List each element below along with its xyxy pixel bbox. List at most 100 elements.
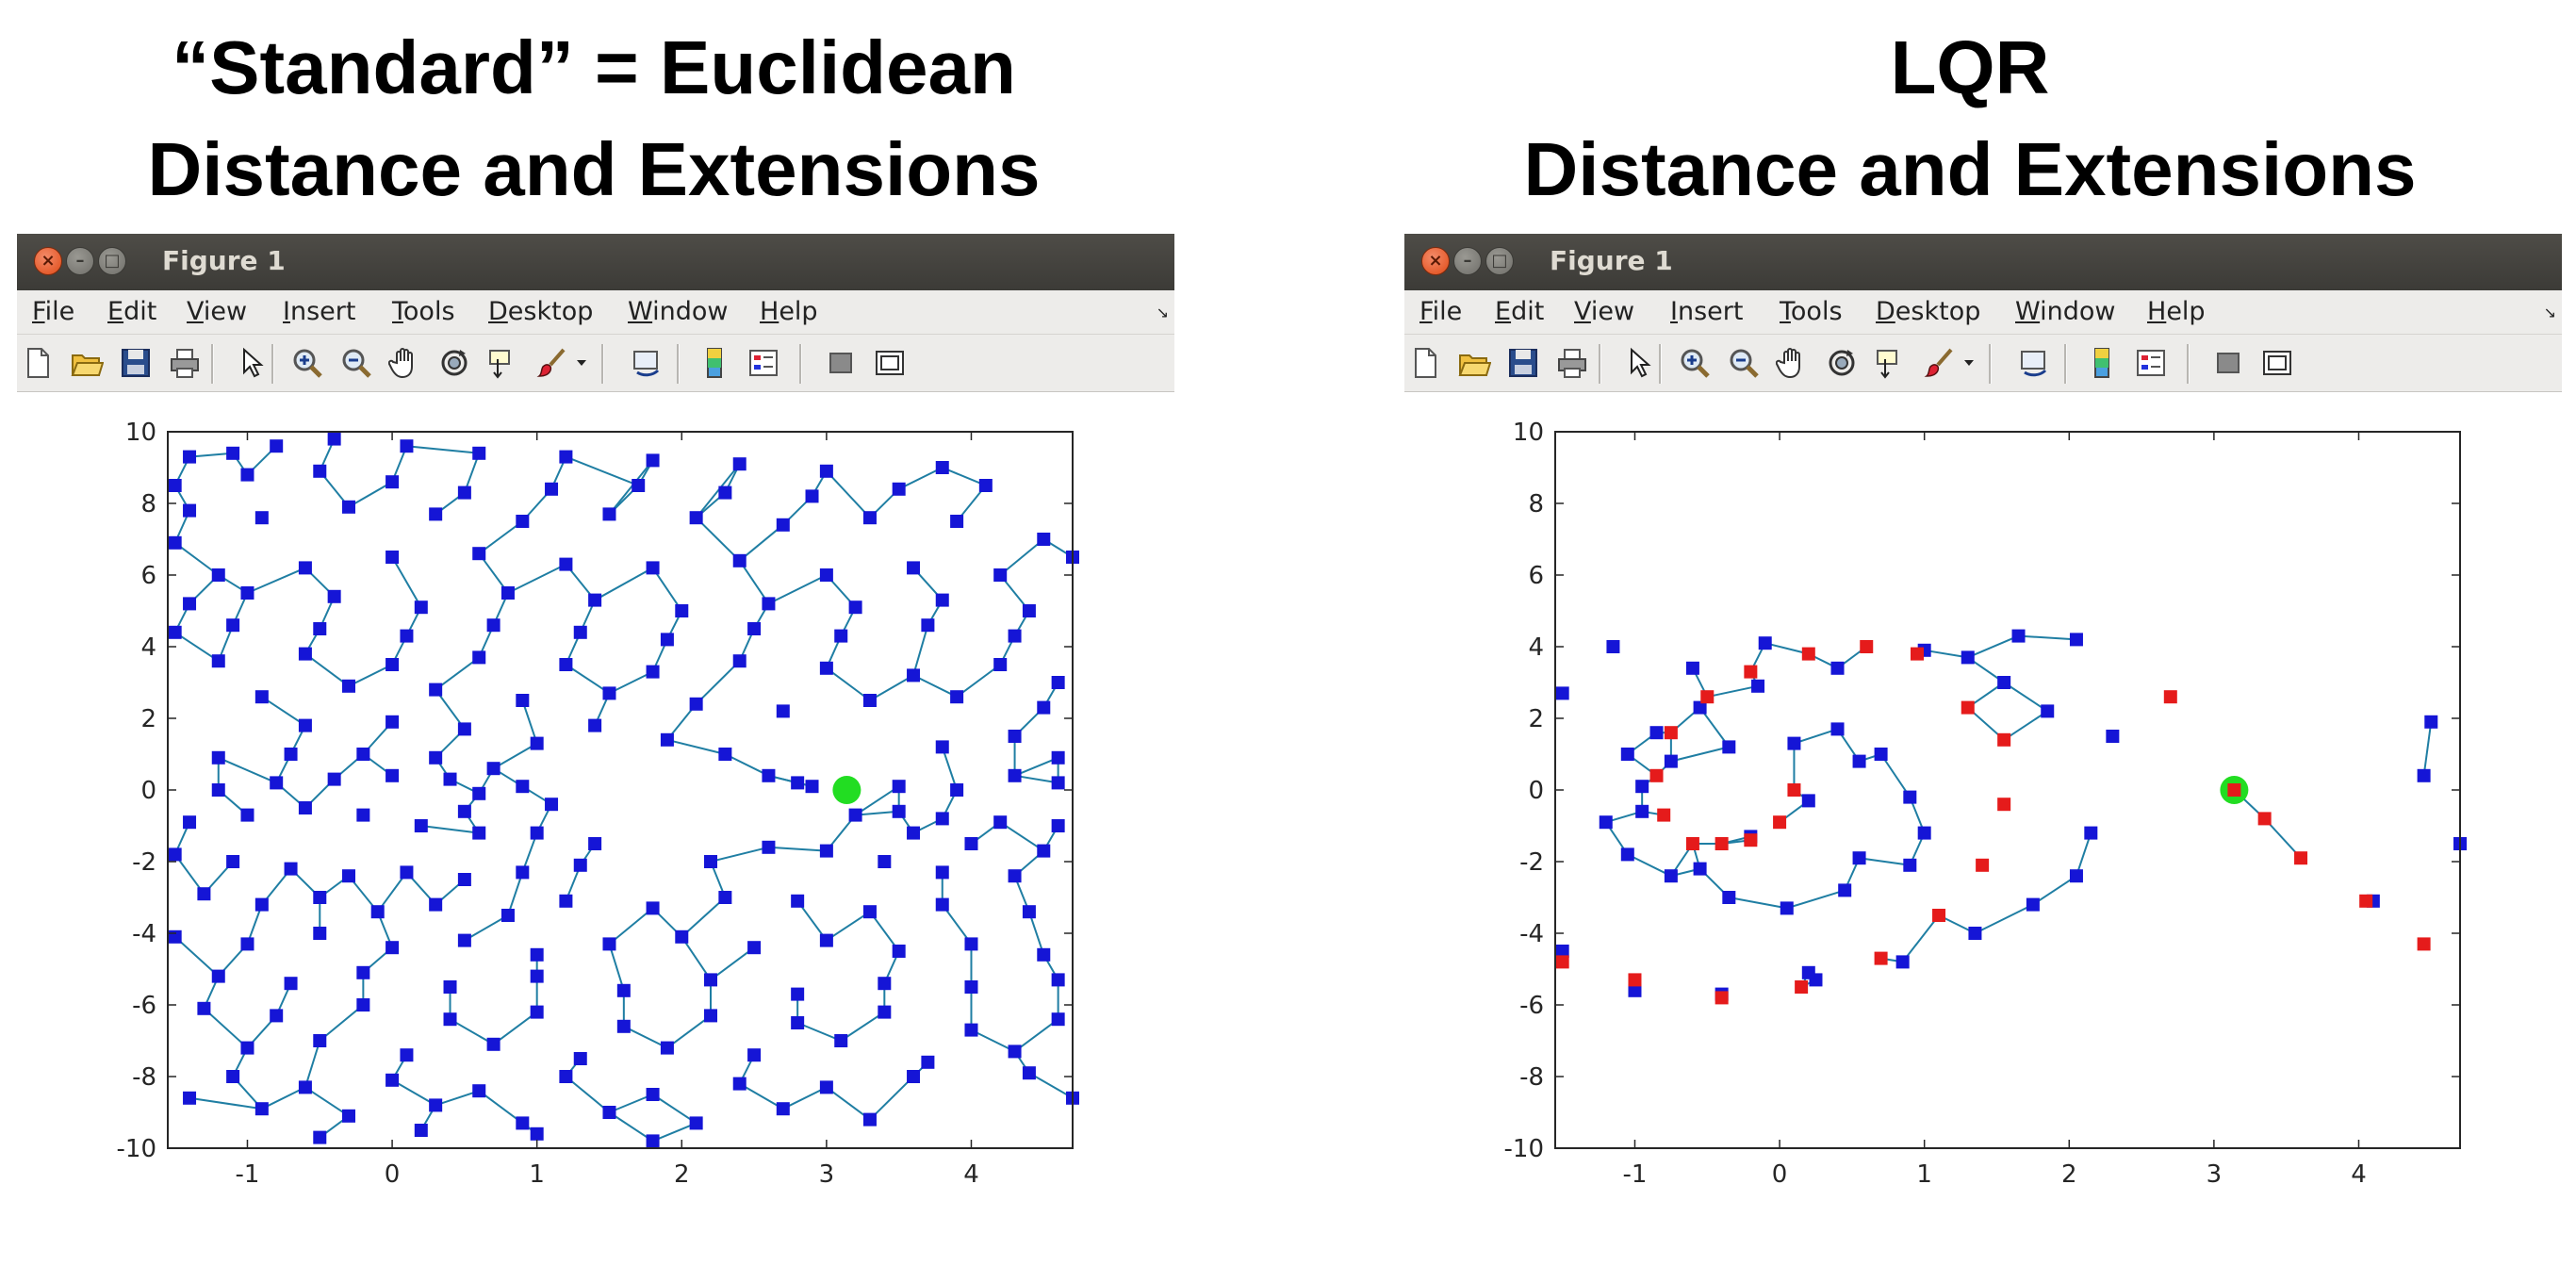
tree-node — [573, 858, 587, 872]
menu-edit[interactable]: Edit — [107, 297, 157, 326]
pan-hand-button[interactable] — [387, 346, 422, 380]
menu-view[interactable]: View — [187, 297, 248, 326]
rotate-3d-button[interactable] — [437, 346, 471, 380]
window-titlebar[interactable]: × – □ Figure 1 — [1404, 234, 2562, 290]
menu-insert[interactable]: Insert — [1670, 297, 1744, 326]
show-plot-tools-button[interactable] — [2260, 346, 2294, 380]
maximize-window-button[interactable]: □ — [98, 247, 126, 275]
x-tick-label: -1 — [1623, 1160, 1648, 1189]
brush-button[interactable] — [535, 346, 569, 380]
menu-bar: File Edit View Insert Tools Desktop Window Help… — [17, 290, 1174, 335]
brush-dropdown-button[interactable] — [573, 346, 607, 380]
tree-edge — [2018, 634, 2077, 641]
zoom-out-button[interactable] — [1727, 346, 1761, 380]
open-file-button[interactable] — [1457, 346, 1492, 380]
show-plot-tools-button[interactable] — [873, 346, 907, 380]
zoom-in-button[interactable] — [1678, 346, 1712, 380]
menu-window[interactable]: Window — [628, 297, 729, 326]
tree-node — [1722, 891, 1736, 904]
colorbar-button[interactable] — [697, 346, 731, 380]
menu-edit[interactable]: Edit — [1495, 297, 1545, 326]
link-plot-button[interactable] — [630, 346, 664, 380]
legend-button[interactable] — [747, 346, 780, 380]
menu-insert[interactable]: Insert — [283, 297, 356, 326]
tree-node — [689, 697, 703, 711]
link-plot-button[interactable] — [2017, 346, 2051, 380]
close-window-button[interactable]: × — [1421, 247, 1450, 275]
left-heading-line-2: Distance and Extensions — [147, 127, 1041, 211]
tree-node — [1932, 909, 1946, 922]
open-file-button[interactable] — [70, 346, 105, 380]
menu-desktop[interactable]: Desktop — [488, 297, 594, 326]
print-icon — [171, 349, 199, 378]
tree-node — [183, 597, 197, 611]
menu-file[interactable]: File — [32, 297, 75, 326]
select-arrow-button[interactable] — [234, 346, 268, 380]
tree-edge — [1786, 889, 1846, 910]
print-button[interactable] — [168, 346, 202, 380]
tree-node — [1911, 647, 1924, 661]
data-cursor-button[interactable] — [486, 346, 520, 380]
colorbar-button[interactable] — [2085, 346, 2119, 380]
legend-button[interactable] — [2134, 346, 2168, 380]
maximize-window-button[interactable]: □ — [1485, 247, 1514, 275]
hide-plot-tools-button[interactable] — [2211, 346, 2245, 380]
tree-node — [2257, 812, 2272, 826]
right-heading-line-1: LQR — [1890, 25, 2050, 109]
x-tick-label: 4 — [2351, 1160, 2367, 1189]
select-arrow-button[interactable] — [1621, 346, 1655, 380]
tree-node — [588, 718, 602, 732]
print-button[interactable] — [1555, 346, 1589, 380]
minimize-window-button[interactable]: – — [66, 247, 94, 275]
menu-tools[interactable]: Tools — [1780, 297, 1843, 326]
tree-edge — [1027, 911, 1045, 956]
tree-node — [747, 941, 762, 955]
zoom-in-button[interactable] — [290, 346, 324, 380]
colorbar-icon — [2094, 348, 2109, 378]
hide-plot-tools-button[interactable] — [824, 346, 858, 380]
menu-help[interactable]: Help — [760, 297, 818, 326]
menu-desktop[interactable]: Desktop — [1876, 297, 1981, 326]
new-figure-button[interactable] — [21, 346, 55, 380]
tree-node — [370, 905, 385, 919]
data-cursor-button[interactable] — [1874, 346, 1908, 380]
menu-view[interactable]: View — [1574, 297, 1635, 326]
tree-node — [732, 654, 747, 668]
menu-window[interactable]: Window — [2015, 297, 2116, 326]
tree-node — [993, 568, 1008, 582]
tree-node — [356, 998, 370, 1012]
close-window-button[interactable]: × — [34, 247, 62, 275]
tree-edge — [608, 459, 654, 516]
dock-arrow-icon[interactable]: ↘ — [1156, 304, 1169, 321]
window-titlebar[interactable]: × – □ Figure 1 — [17, 234, 1174, 290]
tree-edge — [174, 541, 220, 576]
zoom-out-button[interactable] — [339, 346, 373, 380]
tree-node — [443, 980, 457, 994]
tree-node — [270, 776, 284, 790]
brush-dropdown-button[interactable] — [1961, 346, 1994, 380]
tree-node — [1997, 676, 2011, 689]
menu-tools[interactable]: Tools — [392, 297, 455, 326]
tree-edge — [1974, 903, 2034, 934]
new-figure-button[interactable] — [1408, 346, 1442, 380]
save-button[interactable] — [119, 346, 153, 380]
x-tick-label: 0 — [1772, 1160, 1788, 1189]
tree-node — [935, 865, 949, 880]
tree-node — [1744, 833, 1758, 847]
dock-arrow-icon[interactable]: ↘ — [2543, 304, 2556, 321]
brush-button[interactable] — [1923, 346, 1957, 380]
open-file-icon — [1458, 354, 1492, 376]
tree-edge — [2003, 710, 2048, 741]
minimize-window-button[interactable]: – — [1453, 247, 1482, 275]
tree-edge — [999, 538, 1044, 576]
menu-help[interactable]: Help — [2147, 297, 2206, 326]
tree-node — [530, 826, 544, 840]
save-button[interactable] — [1506, 346, 1540, 380]
pan-hand-button[interactable] — [1775, 346, 1810, 380]
menu-file[interactable]: File — [1419, 297, 1463, 326]
rotate-3d-button[interactable] — [1825, 346, 1859, 380]
tree-node — [819, 844, 833, 858]
tree-node — [2026, 897, 2040, 912]
tree-node — [472, 446, 486, 460]
